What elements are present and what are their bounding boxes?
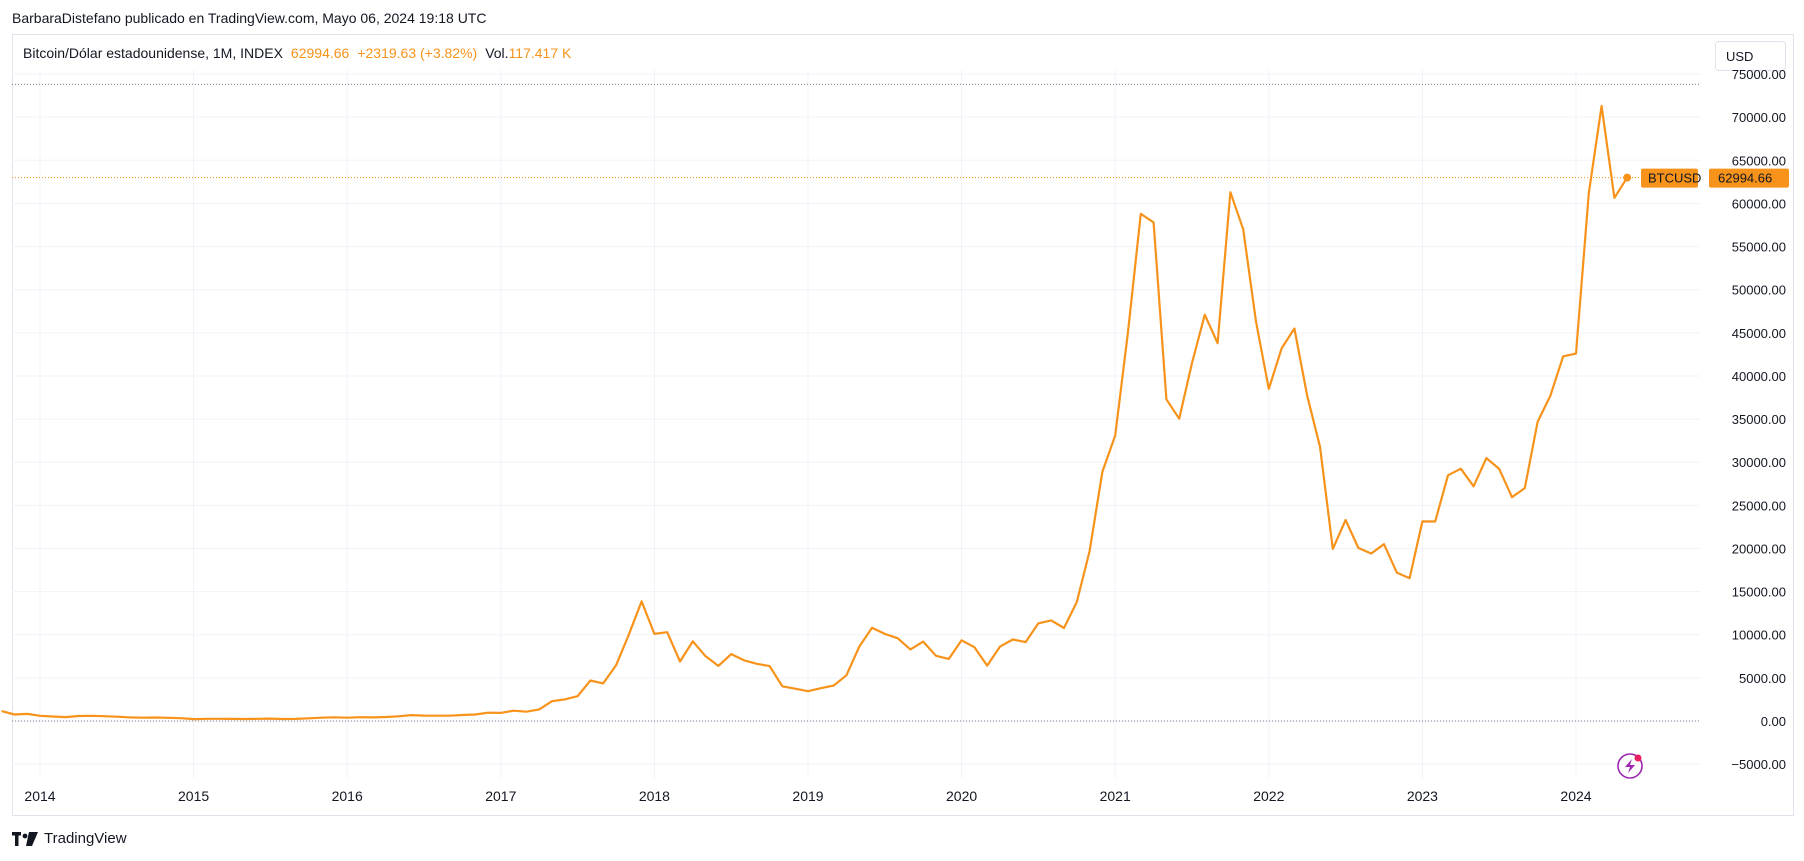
y-axis-labels[interactable]: −5000.00 0.00 5000.00 10000.00 15000.00 20000… xyxy=(1731,67,1786,772)
x-tick-label: 2016 xyxy=(332,788,363,804)
y-tick-label: 65000.00 xyxy=(1732,153,1786,168)
y-tick-label: 35000.00 xyxy=(1732,412,1786,427)
x-tick-label: 2022 xyxy=(1253,788,1284,804)
x-tick-label: 2024 xyxy=(1560,788,1591,804)
publisher-line: BarbaraDistefano publicado en TradingVie… xyxy=(12,10,487,26)
x-tick-label: 2021 xyxy=(1100,788,1131,804)
lightning-badge-icon[interactable] xyxy=(1617,753,1643,779)
chart-legend[interactable]: Bitcoin/Dólar estadounidense, 1M, INDEX … xyxy=(23,45,571,61)
currency-button[interactable]: USD xyxy=(1715,41,1786,71)
price-tag-value-bg xyxy=(1709,168,1789,188)
reference-lines xyxy=(12,83,1700,722)
volume-label: Vol. xyxy=(485,45,509,61)
y-tick-label: 30000.00 xyxy=(1732,455,1786,470)
y-tick-label: 10000.00 xyxy=(1732,628,1786,643)
y-tick-label: 45000.00 xyxy=(1732,326,1786,341)
y-tick-label: 25000.00 xyxy=(1732,498,1786,513)
symbol-title[interactable]: Bitcoin/Dólar estadounidense, 1M, INDEX xyxy=(23,45,283,61)
y-tick-label: −5000.00 xyxy=(1731,757,1786,772)
y-tick-label: 75000.00 xyxy=(1732,67,1786,82)
x-tick-label: 2018 xyxy=(639,788,670,804)
y-tick-label: 15000.00 xyxy=(1732,585,1786,600)
x-axis-labels[interactable]: 2014 2015 2016 2017 2018 2019 2020 2021 2022 2023… xyxy=(24,788,1591,804)
tradingview-logo-icon xyxy=(12,831,38,846)
last-price-marker xyxy=(1623,173,1632,182)
price-tag-symbol: BTCUSD xyxy=(1648,171,1701,186)
x-tick-label: 2019 xyxy=(792,788,823,804)
x-tick-label: 2023 xyxy=(1407,788,1438,804)
y-tick-label: 20000.00 xyxy=(1732,541,1786,556)
x-tick-label: 2020 xyxy=(946,788,977,804)
price-tag-symbol-bg xyxy=(1641,168,1698,188)
price-tag: BTCUSD 62994.66 xyxy=(1641,168,1789,188)
y-tick-label: 40000.00 xyxy=(1732,369,1786,384)
y-tick-label: 70000.00 xyxy=(1732,110,1786,125)
footer-brand[interactable]: TradingView xyxy=(12,830,127,847)
y-tick-label: 55000.00 xyxy=(1732,240,1786,255)
price-change: +2319.63 (+3.82%) xyxy=(357,45,478,61)
price-line xyxy=(1,104,1629,721)
y-tick-label: 5000.00 xyxy=(1739,671,1786,686)
chart-frame xyxy=(12,34,1794,816)
x-tick-label: 2017 xyxy=(485,788,516,804)
y-tick-label: 50000.00 xyxy=(1732,283,1786,298)
x-tick-label: 2014 xyxy=(24,788,55,804)
price-tag-value: 62994.66 xyxy=(1718,171,1772,186)
last-price: 62994.66 xyxy=(290,45,350,61)
y-tick-label: 60000.00 xyxy=(1732,196,1786,211)
x-tick-label: 2015 xyxy=(178,788,209,804)
horizontal-grid xyxy=(12,73,1700,765)
volume-value: 117.417 K xyxy=(508,45,572,61)
footer-brand-label: TradingView xyxy=(44,830,127,847)
y-tick-label: 0.00 xyxy=(1761,714,1786,729)
vertical-grid xyxy=(39,70,1577,778)
